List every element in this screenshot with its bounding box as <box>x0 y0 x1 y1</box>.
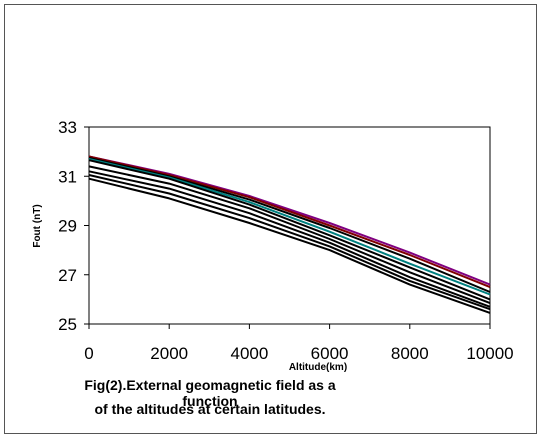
series-layer <box>88 155 491 314</box>
x-tick-label: 0 <box>84 344 93 363</box>
y-tick-label: 33 <box>58 118 77 137</box>
figure-caption-line-1: Fig(2).External geomagnetic field as a f… <box>84 377 336 409</box>
y-axis-label: Fout (nT) <box>32 204 43 247</box>
y-tick-layer: 25 27 29 31 33 <box>58 118 89 334</box>
y-tick-label: 27 <box>58 266 77 285</box>
x-tick-layer: 0 2000 4000 6000 8000 10000 <box>84 324 514 363</box>
plot-area <box>88 126 491 325</box>
series-line-5 <box>88 159 491 301</box>
y-tick-label: 31 <box>58 167 77 186</box>
series-line-8 <box>88 174 491 311</box>
y-tick-label: 25 <box>58 315 77 334</box>
x-tick-label: 4000 <box>230 344 268 363</box>
x-tick-label: 10000 <box>466 344 513 363</box>
x-tick-label: 8000 <box>391 344 429 363</box>
y-tick-label: 29 <box>58 217 77 236</box>
x-tick-label: 2000 <box>150 344 188 363</box>
series-line-3 <box>88 156 491 293</box>
x-axis-label: Altitude(km) <box>289 362 347 373</box>
series-line-7 <box>88 170 491 308</box>
figure-caption-line-2: of the altitudes at certain latitudes. <box>94 401 326 417</box>
series-line-2 <box>88 155 491 289</box>
x-tick-label: 6000 <box>311 344 349 363</box>
series-line-4 <box>88 158 491 296</box>
series-line-6 <box>88 165 491 305</box>
series-line-9 <box>88 177 491 314</box>
